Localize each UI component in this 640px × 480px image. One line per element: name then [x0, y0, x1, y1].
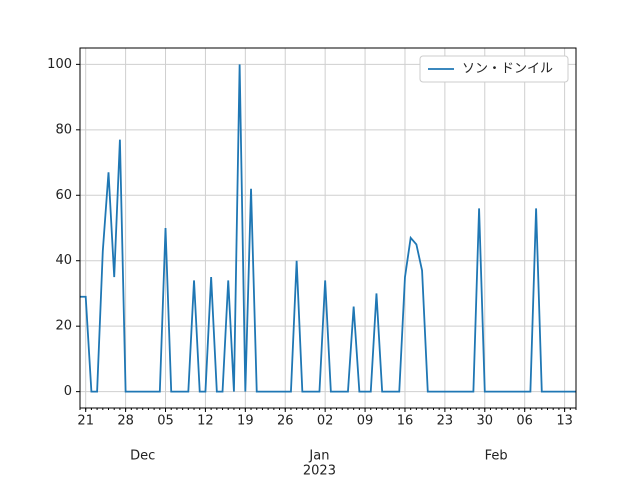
x-tick-label: 19	[237, 414, 254, 429]
x-month-label: Feb	[485, 449, 508, 464]
x-tick-label: 06	[516, 414, 533, 429]
x-tick-label: 26	[277, 414, 294, 429]
x-tick-label: 05	[157, 414, 174, 429]
x-tick-label: 30	[477, 414, 494, 429]
x-tick-label: 02	[317, 414, 334, 429]
legend-label: ソン・ドンイル	[462, 62, 553, 77]
y-tick-label: 100	[47, 57, 72, 72]
x-month-label: Dec	[130, 449, 155, 464]
x-tick-label: 13	[556, 414, 573, 429]
x-tick-label: 16	[397, 414, 414, 429]
y-tick-label: 80	[55, 122, 72, 137]
x-tick-label: 09	[357, 414, 374, 429]
x-month-label: Jan	[308, 449, 329, 464]
series-line	[80, 64, 576, 393]
x-tick-label: 12	[197, 414, 214, 429]
legend-box	[419, 55, 569, 83]
x-year-label: 2023	[303, 464, 336, 479]
y-tick-label: 40	[55, 253, 72, 268]
plot-frame	[79, 47, 577, 409]
x-tick-label: 23	[437, 414, 454, 429]
y-tick-label: 20	[55, 319, 72, 334]
x-tick-label: 21	[77, 414, 94, 429]
y-tick-label: 60	[55, 188, 72, 203]
y-tick-label: 0	[64, 384, 72, 399]
x-tick-label: 28	[117, 414, 134, 429]
